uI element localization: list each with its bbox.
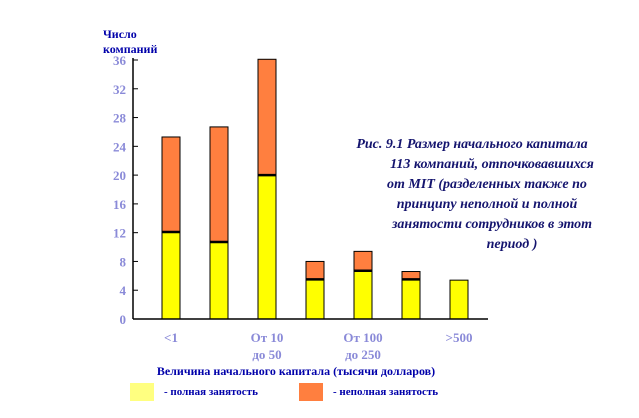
y-axis-label-line1: Число [103, 27, 137, 41]
y-tick-label: 16 [113, 197, 127, 212]
legend-swatch [299, 383, 323, 401]
y-axis-label-line2: компаний [103, 42, 157, 56]
bar-full-time [209, 241, 229, 320]
title-line: принципу неполной и полной [396, 197, 578, 212]
title-line: период ) [486, 237, 538, 252]
bar-full-time [161, 231, 181, 320]
bar-part-time [305, 260, 325, 280]
x-tick-label: <1 [164, 330, 178, 345]
y-tick-label: 28 [113, 111, 127, 126]
x-axis-label: Величина начального капитала (тысячи дол… [157, 364, 435, 378]
y-tick-label: 0 [120, 312, 127, 327]
legend-item-full-time: - полная занятость [130, 383, 258, 401]
bar-full-time [401, 278, 421, 320]
bar-full-time [305, 278, 325, 320]
x-tick-label: >500 [446, 330, 473, 345]
y-tick-label: 32 [113, 82, 126, 97]
chart-title: Рис. 9.1 Размер начального капитала 113 … [322, 135, 622, 255]
legend-label: - неполная занятость [333, 386, 439, 398]
title-line: от МIT (разделенных также по [387, 177, 587, 192]
y-tick-label: 8 [120, 254, 127, 269]
y-tick-label: 12 [113, 226, 126, 241]
x-tick-label: до 50 [252, 347, 281, 362]
x-tick-label: От 100 [343, 330, 382, 345]
bar-full-time [449, 279, 469, 320]
legend-item-part-time: - неполная занятость [299, 383, 438, 401]
y-tick-label: 24 [113, 139, 127, 154]
title-line: занятости сотрудников в этот [391, 217, 593, 232]
bar-full-time [257, 174, 277, 320]
x-tick-label: до 250 [345, 347, 381, 362]
y-tick-label: 20 [113, 168, 126, 183]
legend-swatch [130, 383, 154, 401]
bar-full-time [353, 270, 373, 320]
title-line: 113 компаний, отпочковавшихся [390, 157, 594, 172]
title-line: Рис. 9.1 Размер начального капитала [356, 137, 588, 152]
legend-label: - полная занятость [164, 386, 258, 398]
bar-part-time [209, 126, 229, 243]
bar-part-time [161, 136, 181, 233]
y-tick-label: 36 [113, 53, 127, 68]
x-tick-label: От 10 [251, 330, 284, 345]
y-tick-label: 4 [120, 283, 127, 298]
bar-part-time [257, 58, 277, 176]
